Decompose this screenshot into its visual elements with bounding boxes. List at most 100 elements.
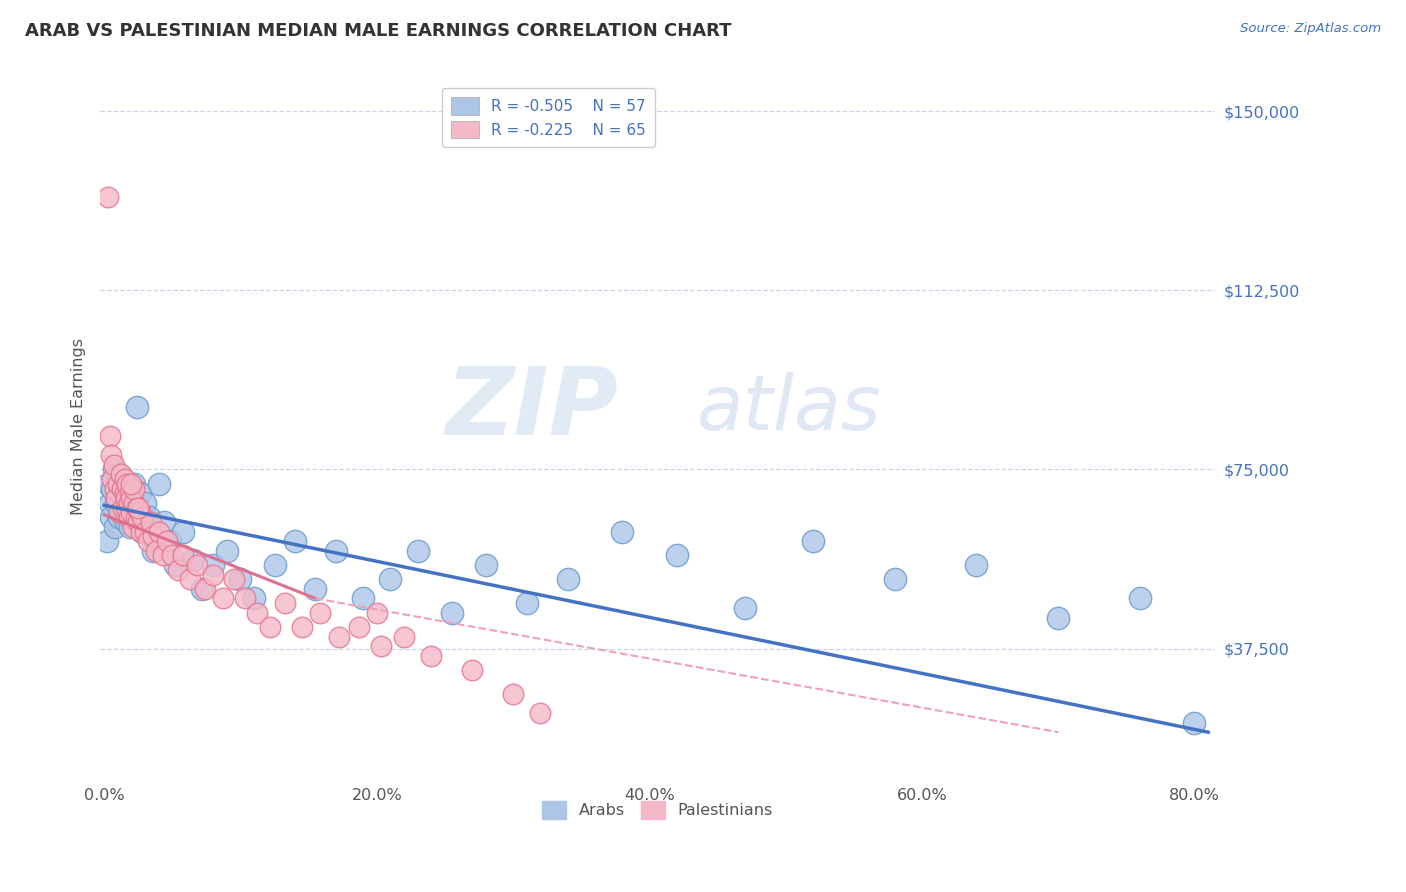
Point [121,476,143,491]
Point [142,543,165,558]
Point [165,558,187,572]
Point [181,553,204,567]
Point [98,496,121,510]
Point [291,620,314,634]
Point [103,458,125,472]
Point [139,515,162,529]
Point [502,687,524,701]
Point [97,476,120,491]
Point [114,472,136,486]
Point [101,482,124,496]
Point [115,515,138,529]
Point [96,534,118,549]
Point [308,606,330,620]
Text: ZIP: ZIP [446,363,619,455]
Point [1184,715,1206,730]
Point [461,663,484,677]
Point [801,534,824,549]
Point [380,572,402,586]
Point [665,549,688,563]
Point [134,496,156,510]
Point [202,567,225,582]
Point [127,500,149,515]
Text: ARAB VS PALESTINIAN MEDIAN MALE EARNINGS CORRELATION CHART: ARAB VS PALESTINIAN MEDIAN MALE EARNINGS… [25,22,731,40]
Point [122,496,145,510]
Point [121,491,143,505]
Point [406,543,429,558]
Point [1129,591,1152,606]
Point [111,482,134,496]
Point [112,476,135,491]
Point [121,500,143,515]
Point [120,486,142,500]
Point [284,534,307,549]
Point [120,520,142,534]
Point [105,491,128,505]
Point [202,558,225,572]
Y-axis label: Median Male Earnings: Median Male Earnings [72,338,86,515]
Legend: Arabs, Palestinians: Arabs, Palestinians [536,795,779,825]
Text: atlas: atlas [696,372,882,446]
Point [172,524,194,539]
Point [131,510,153,524]
Point [104,520,127,534]
Point [366,606,388,620]
Point [370,639,392,653]
Point [229,572,252,586]
Point [105,496,128,510]
Point [115,500,138,515]
Point [128,486,150,500]
Point [100,448,122,462]
Point [325,543,347,558]
Point [233,591,256,606]
Point [108,510,131,524]
Point [475,558,498,572]
Point [117,482,139,496]
Point [191,582,214,596]
Point [148,524,170,539]
Point [129,524,152,539]
Text: Source: ZipAtlas.com: Source: ZipAtlas.com [1240,22,1381,36]
Point [274,596,297,610]
Point [347,620,370,634]
Point [246,606,269,620]
Point [121,505,143,519]
Point [152,549,174,563]
Point [610,524,633,539]
Point [965,558,987,572]
Point [243,591,266,606]
Point [179,572,201,586]
Point [112,500,135,515]
Point [117,476,139,491]
Point [194,582,217,596]
Point [108,505,131,519]
Point [529,706,551,720]
Point [124,510,146,524]
Point [328,630,350,644]
Point [304,582,326,596]
Point [222,572,245,586]
Point [122,476,145,491]
Point [211,591,233,606]
Point [420,648,443,663]
Point [259,620,281,634]
Point [142,529,165,543]
Point [138,510,160,524]
Point [107,467,129,482]
Point [103,462,125,476]
Point [263,558,285,572]
Point [118,510,141,524]
Point [162,549,184,563]
Point [172,549,194,563]
Point [104,482,127,496]
Point [131,524,153,539]
Point [186,558,208,572]
Point [148,476,170,491]
Point [122,482,145,496]
Point [883,572,905,586]
Point [392,630,415,644]
Point [352,591,374,606]
Point [125,500,148,515]
Point [125,401,148,415]
Point [516,596,538,610]
